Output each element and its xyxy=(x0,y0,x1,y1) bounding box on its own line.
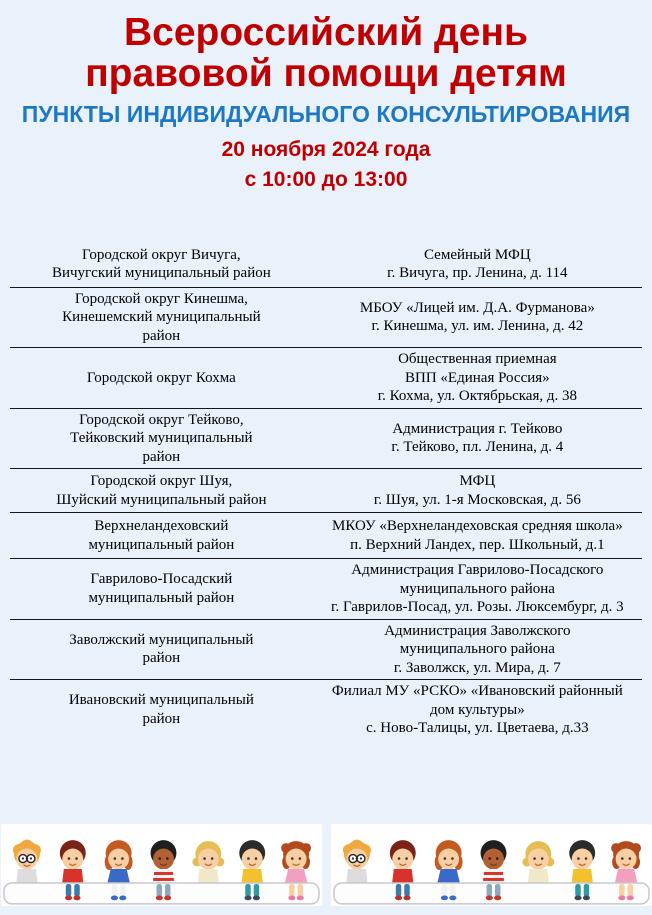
page-title: Всероссийский день правовой помощи детям xyxy=(85,11,567,95)
venue-cell: Общественная приемная ВПП «Единая Россия… xyxy=(377,351,577,404)
consultation-points-table: Городской округ Вичуга, Вичугский муници… xyxy=(10,242,642,740)
venue-cell: Администрация Заволжского муниципального… xyxy=(384,622,571,676)
municipality-cell: Верхнеландеховский муниципальный район xyxy=(88,518,235,553)
venue-cell: Семейный МФЦ г. Вичуга, пр. Ленина, д. 1… xyxy=(387,246,568,282)
table-row: Городской округ Тейково, Тейковский муни… xyxy=(10,408,642,469)
venue-cell: Администрация Гаврилово-Посадского муниц… xyxy=(331,562,624,615)
table-row: Городской округ Кохма Общественная прием… xyxy=(10,348,642,408)
venue-cell: МБОУ «Лицей им. Д.А. Фурманова» г. Кинеш… xyxy=(359,299,595,335)
municipality-cell: Городской округ Кинешма, Кинешемский мун… xyxy=(62,290,261,344)
subtitle: ПУНКТЫ ИНДИВИДУАЛЬНОГО КОНСУЛЬТИРОВАНИЯ xyxy=(21,101,631,127)
municipality-cell: Городской округ Вичуга, Вичугский муници… xyxy=(51,246,271,282)
event-time: с 10:00 до 13:00 xyxy=(244,168,408,191)
children-illustration-left xyxy=(1,823,322,906)
children-illustration xyxy=(1,823,652,906)
table-row: Ивановский муниципальный район Филиал МУ… xyxy=(10,680,642,740)
table-row: Верхнеландеховский муниципальный район М… xyxy=(10,513,642,559)
municipality-cell: Заволжский муниципальный район xyxy=(69,631,254,667)
children-banner-svg xyxy=(333,838,650,905)
municipality-cell: Ивановский муниципальный район xyxy=(68,692,254,727)
municipality-cell: Гаврилово-Посадский муниципальный район xyxy=(88,571,235,606)
table-row: Городской округ Кинешма, Кинешемский мун… xyxy=(10,287,642,348)
table-row: Городской округ Шуя, Шуйский муниципальн… xyxy=(10,469,642,513)
venue-cell: Филиал МУ «РСКО» «Ивановский районный до… xyxy=(331,683,623,736)
venue-cell: Администрация г. Тейково г. Тейково, пл.… xyxy=(391,420,564,456)
venue-cell: МКОУ «Верхнеландеховская средняя школа» … xyxy=(331,518,623,553)
municipality-cell: Городской округ Кохма xyxy=(86,369,236,386)
children-banner-svg xyxy=(3,838,320,905)
event-date: 20 ноября 2024 года xyxy=(221,138,431,161)
municipality-cell: Городской округ Шуя, Шуйский муниципальн… xyxy=(56,473,267,508)
venue-cell: МФЦ г. Шуя, ул. 1-я Московская, д. 56 xyxy=(373,473,581,508)
table-row: Гаврилово-Посадский муниципальный район … xyxy=(10,559,642,619)
municipality-cell: Городской округ Тейково, Тейковский муни… xyxy=(70,411,253,465)
children-illustration-right xyxy=(331,823,652,906)
table-row: Заволжский муниципальный район Администр… xyxy=(10,619,642,680)
table-row: Городской округ Вичуга, Вичугский муници… xyxy=(10,242,642,287)
